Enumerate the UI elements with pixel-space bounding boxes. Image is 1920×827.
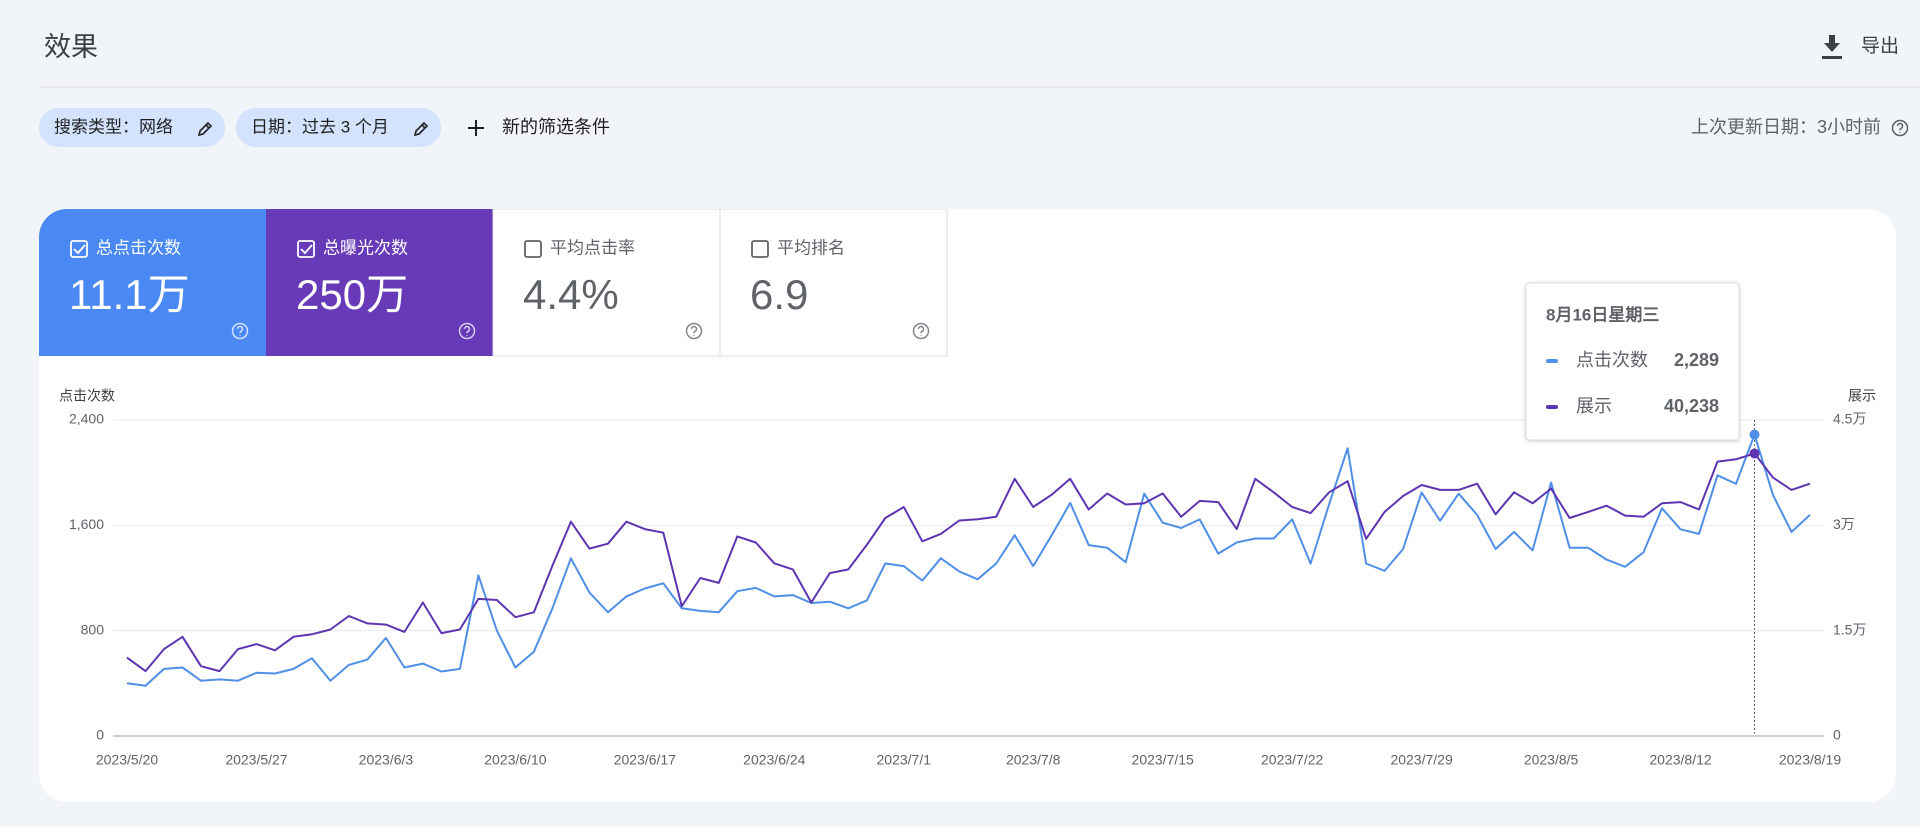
metric-tile[interactable] (492, 209, 721, 357)
edit-icon[interactable] (197, 121, 213, 137)
x-tick-label: 2023/7/22 (1261, 752, 1323, 768)
help-icon[interactable] (685, 322, 703, 340)
edit-icon[interactable] (413, 121, 429, 137)
tooltip-box (1525, 282, 1740, 441)
metric-label: 平均点击率 (550, 238, 635, 257)
series-line (126, 433, 1811, 687)
x-tick-label: 2023/5/20 (96, 752, 158, 768)
x-tick-label: 2023/8/12 (1649, 752, 1711, 768)
tooltip-series-name: 点击次数 (1576, 350, 1648, 370)
tooltip-swatch (1546, 405, 1558, 409)
x-tick-label: 2023/8/19 (1779, 752, 1841, 768)
tooltip-value: 40,238 (1664, 396, 1719, 416)
filter-chip[interactable] (39, 108, 225, 147)
x-tick-label: 2023/7/15 (1132, 752, 1194, 768)
filter-chip-label: 日期：过去 3 个月 (251, 117, 389, 136)
page-title: 效果 (44, 32, 98, 62)
last-updated: 上次更新日期：3小时前 (1691, 117, 1881, 137)
filter-chip[interactable] (236, 108, 441, 147)
y-axis-title: 点击次数 (59, 388, 115, 404)
metric-tile[interactable] (39, 209, 266, 356)
help-icon[interactable] (458, 322, 476, 340)
metric-checkbox[interactable] (297, 240, 315, 258)
y2-tick-label: 0 (1833, 727, 1841, 743)
metric-label: 总点击次数 (96, 238, 181, 257)
series-line (126, 452, 1811, 673)
x-tick-label: 2023/6/17 (614, 752, 676, 768)
help-icon-glyph (690, 325, 698, 336)
tooltip-title: 8月16日星期三 (1546, 305, 1659, 324)
help-icon-glyph (236, 325, 244, 336)
metric-label: 平均排名 (777, 238, 845, 257)
export-icon[interactable] (1822, 35, 1842, 59)
y-tick-label: 800 (81, 621, 105, 637)
checkmark (300, 244, 313, 255)
metric-checkbox[interactable] (70, 240, 88, 258)
help-icon[interactable] (231, 322, 249, 340)
help-icon[interactable] (912, 322, 930, 340)
metric-value: 6.9 (750, 271, 808, 318)
hover-point (1749, 429, 1760, 440)
x-tick-label: 2023/7/29 (1390, 752, 1452, 768)
x-tick-label: 2023/6/3 (359, 752, 414, 768)
x-tick-label: 2023/8/5 (1524, 752, 1579, 768)
y-tick-label: 1,600 (69, 516, 104, 532)
export-button[interactable]: 导出 (1861, 35, 1899, 57)
x-tick-label: 2023/7/8 (1006, 752, 1061, 768)
y-tick-label: 0 (96, 727, 104, 743)
y-tick-label: 2,400 (69, 411, 104, 427)
metric-value: 250万 (296, 271, 408, 318)
x-tick-label: 2023/7/1 (877, 752, 932, 768)
help-icon-glyph (463, 325, 471, 336)
tooltip-value: 2,289 (1674, 350, 1719, 370)
add-filter-button[interactable]: 新的筛选条件 (502, 117, 610, 137)
y2-tick-label: 3万 (1833, 516, 1855, 532)
metric-tile[interactable] (719, 209, 948, 357)
tooltip (1525, 282, 1740, 441)
metric-checkbox[interactable] (751, 240, 769, 258)
y2-axis-title: 展示 (1848, 388, 1876, 404)
y2-tick-label: 1.5万 (1833, 621, 1866, 637)
x-tick-label: 2023/6/10 (484, 752, 546, 768)
tooltip-swatch (1546, 359, 1558, 363)
metric-label: 总曝光次数 (323, 238, 408, 257)
help-icon-glyph (917, 325, 925, 336)
x-tick-label: 2023/5/27 (225, 752, 287, 768)
metric-checkbox[interactable] (524, 240, 542, 258)
help-icon-glyph (1896, 122, 1904, 133)
help-icon[interactable] (1891, 119, 1909, 137)
x-tick-label: 2023/6/24 (743, 752, 805, 768)
performance-card (39, 209, 1896, 802)
add-filter-icon[interactable] (468, 120, 484, 136)
hover-point (1749, 448, 1760, 459)
metric-tiles (39, 209, 948, 357)
tooltip-series-name: 展示 (1576, 396, 1612, 416)
filter-chip-label: 搜索类型：网络 (54, 117, 173, 136)
metric-value: 4.4% (523, 271, 619, 318)
y2-tick-label: 4.5万 (1833, 411, 1866, 427)
checkmark (73, 244, 86, 255)
metric-tile[interactable] (266, 209, 493, 356)
metric-value: 11.1万 (69, 271, 190, 318)
